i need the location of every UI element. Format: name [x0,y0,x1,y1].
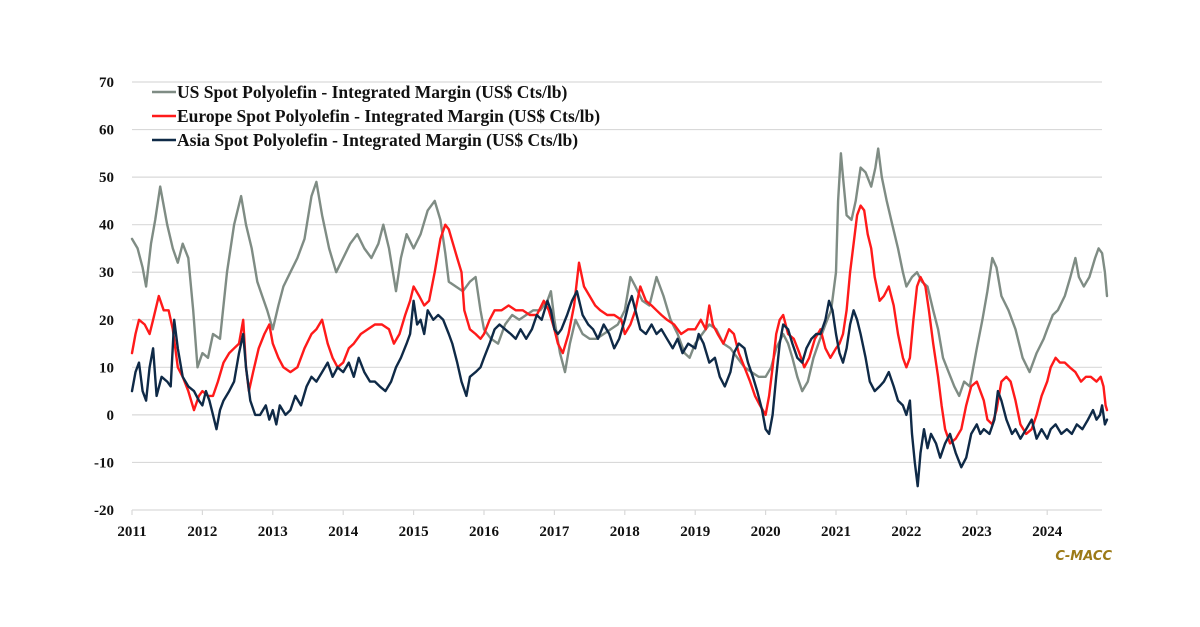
legend: US Spot Polyolefin - Integrated Margin (… [152,82,600,150]
y-tick-label: -20 [94,503,114,519]
gridlines [132,81,1102,511]
y-tick-label: -10 [94,455,114,471]
legend-label: Europe Spot Polyolefin - Integrated Marg… [177,106,600,126]
y-tick-label: 40 [99,218,114,234]
y-tick-label: 0 [107,408,115,424]
x-tick-label: 2017 [539,524,570,540]
source-label: C-MACC [1055,549,1112,564]
x-tick-label: 2018 [610,524,640,540]
x-axis-ticks: 2011 2012 2013 2014 2015 2016 2017 2018 2019 2020… [117,510,1063,540]
y-tick-label: 70 [99,75,114,91]
y-tick-label: 60 [99,123,114,139]
x-tick-label: 2019 [680,524,710,540]
x-tick-label: 2023 [962,524,992,540]
series-lines [130,147,1109,488]
series-line-us [130,147,1109,398]
series-line-asia [130,290,1109,488]
x-tick-label: 2021 [821,524,851,540]
y-tick-label: 50 [99,170,114,186]
y-tick-label: 10 [99,360,114,376]
series-line-europe [130,204,1109,445]
legend-label: US Spot Polyolefin - Integrated Margin (… [177,82,568,102]
x-tick-label: 2014 [328,524,359,540]
y-tick-label: 20 [99,313,114,329]
x-tick-label: 2011 [117,524,146,540]
x-tick-label: 2016 [469,524,500,540]
y-axis-ticks: -20 -10 0 10 20 30 40 50 60 70 [94,75,114,519]
x-tick-label: 2012 [187,524,217,540]
legend-label: Asia Spot Polyolefin - Integrated Margin… [177,130,578,150]
x-tick-label: 2020 [751,524,781,540]
x-tick-label: 2022 [891,524,921,540]
y-tick-label: 30 [99,265,114,281]
x-tick-label: 2015 [399,524,429,540]
x-tick-label: 2013 [258,524,288,540]
x-tick-label: 2024 [1032,524,1063,540]
